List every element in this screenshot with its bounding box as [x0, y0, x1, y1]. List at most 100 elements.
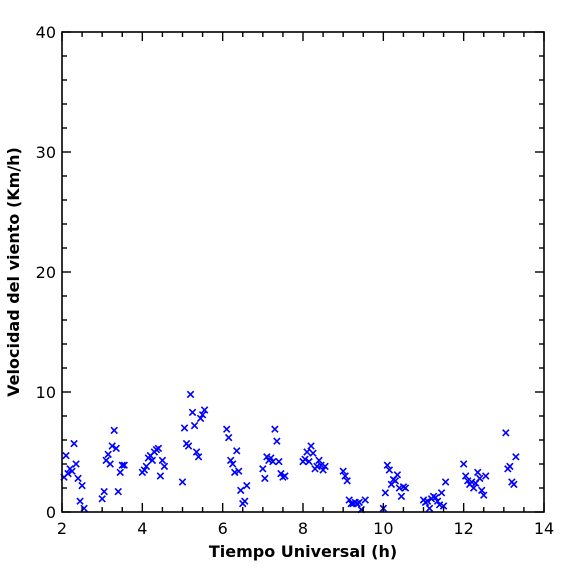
x-tick-label: 10: [373, 519, 393, 538]
data-point: [478, 486, 486, 495]
data-point: [502, 429, 510, 437]
data-point: [112, 444, 120, 453]
data-point: [180, 424, 189, 432]
data-point: [188, 408, 197, 417]
data-point: [510, 480, 518, 489]
data-point: [512, 453, 520, 461]
data-point: [72, 460, 80, 468]
data-point: [269, 457, 277, 466]
y-tick-label: 20: [36, 263, 56, 282]
x-tick-label: 12: [453, 519, 473, 538]
data-point: [64, 469, 72, 478]
data-point: [116, 468, 124, 477]
data-point: [237, 486, 245, 495]
data-point: [98, 495, 106, 503]
data-point: [222, 425, 231, 433]
data-point: [469, 484, 478, 492]
data-point: [401, 484, 410, 492]
data-point: [235, 467, 243, 475]
data-point: [273, 437, 281, 445]
data-point: [473, 468, 482, 477]
data-point: [425, 504, 434, 513]
data-point: [315, 456, 323, 465]
data-point: [423, 497, 432, 505]
y-tick-label: 10: [36, 383, 56, 402]
data-point: [192, 448, 201, 456]
data-point: [439, 502, 448, 510]
data-point: [459, 460, 468, 468]
data-point: [110, 426, 118, 435]
data-point: [506, 462, 514, 471]
data-point: [305, 457, 313, 466]
data-point: [383, 461, 392, 469]
data-point: [397, 492, 406, 501]
data-points: [60, 390, 520, 514]
x-axis-label: Tiempo Universal (h): [209, 542, 397, 561]
data-point: [196, 414, 205, 423]
data-point: [259, 465, 267, 473]
data-point: [275, 457, 283, 466]
x-tick-label: 4: [137, 519, 147, 538]
data-point: [277, 469, 285, 478]
data-point: [480, 491, 488, 499]
data-point: [476, 474, 484, 483]
data-point: [108, 442, 116, 450]
data-point: [321, 462, 329, 471]
data-point: [431, 493, 440, 502]
y-tick-label: 30: [36, 143, 56, 162]
data-point: [70, 439, 78, 448]
data-point: [104, 450, 112, 459]
data-point: [224, 433, 233, 442]
data-point: [118, 461, 126, 469]
data-point: [198, 411, 207, 419]
data-point: [385, 466, 394, 474]
data-point: [120, 461, 128, 469]
data-point: [309, 449, 317, 457]
data-point: [391, 477, 400, 485]
data-point: [228, 460, 237, 468]
plot-frame: [61, 31, 545, 513]
y-axis-label: Velocidad del viento (Km/h): [4, 147, 23, 397]
data-point: [194, 453, 203, 461]
data-point: [461, 472, 470, 480]
x-tick-label: 8: [298, 519, 308, 538]
x-tick-label: 14: [534, 519, 554, 538]
data-point: [114, 487, 122, 496]
data-point: [148, 456, 157, 465]
data-point: [301, 455, 309, 463]
data-point: [433, 497, 442, 505]
axis-ticks: [61, 31, 545, 513]
data-point: [307, 442, 315, 450]
data-point: [482, 472, 490, 480]
data-point: [232, 447, 241, 455]
data-point: [178, 478, 187, 486]
data-point: [267, 454, 275, 462]
data-point: [78, 481, 86, 490]
data-point: [437, 489, 446, 497]
data-point: [158, 456, 167, 465]
data-point: [226, 456, 235, 465]
x-tick-label: 6: [218, 519, 228, 538]
data-point: [341, 472, 349, 480]
data-point: [186, 390, 195, 399]
data-point: [68, 467, 76, 475]
data-point: [441, 478, 450, 486]
data-point: [281, 472, 289, 480]
data-point: [271, 425, 279, 433]
data-point: [393, 471, 402, 479]
data-point: [243, 481, 251, 490]
data-point: [76, 497, 84, 505]
data-point: [241, 497, 249, 505]
y-tick-label: 0: [46, 503, 56, 522]
data-point: [154, 444, 163, 453]
data-point: [160, 462, 169, 471]
data-point: [140, 466, 149, 474]
data-point: [339, 467, 347, 475]
data-point: [142, 462, 151, 471]
data-point: [74, 474, 82, 483]
data-point: [156, 472, 165, 480]
data-point: [381, 489, 390, 497]
x-tick-label: 2: [57, 519, 67, 538]
data-point: [343, 477, 351, 485]
